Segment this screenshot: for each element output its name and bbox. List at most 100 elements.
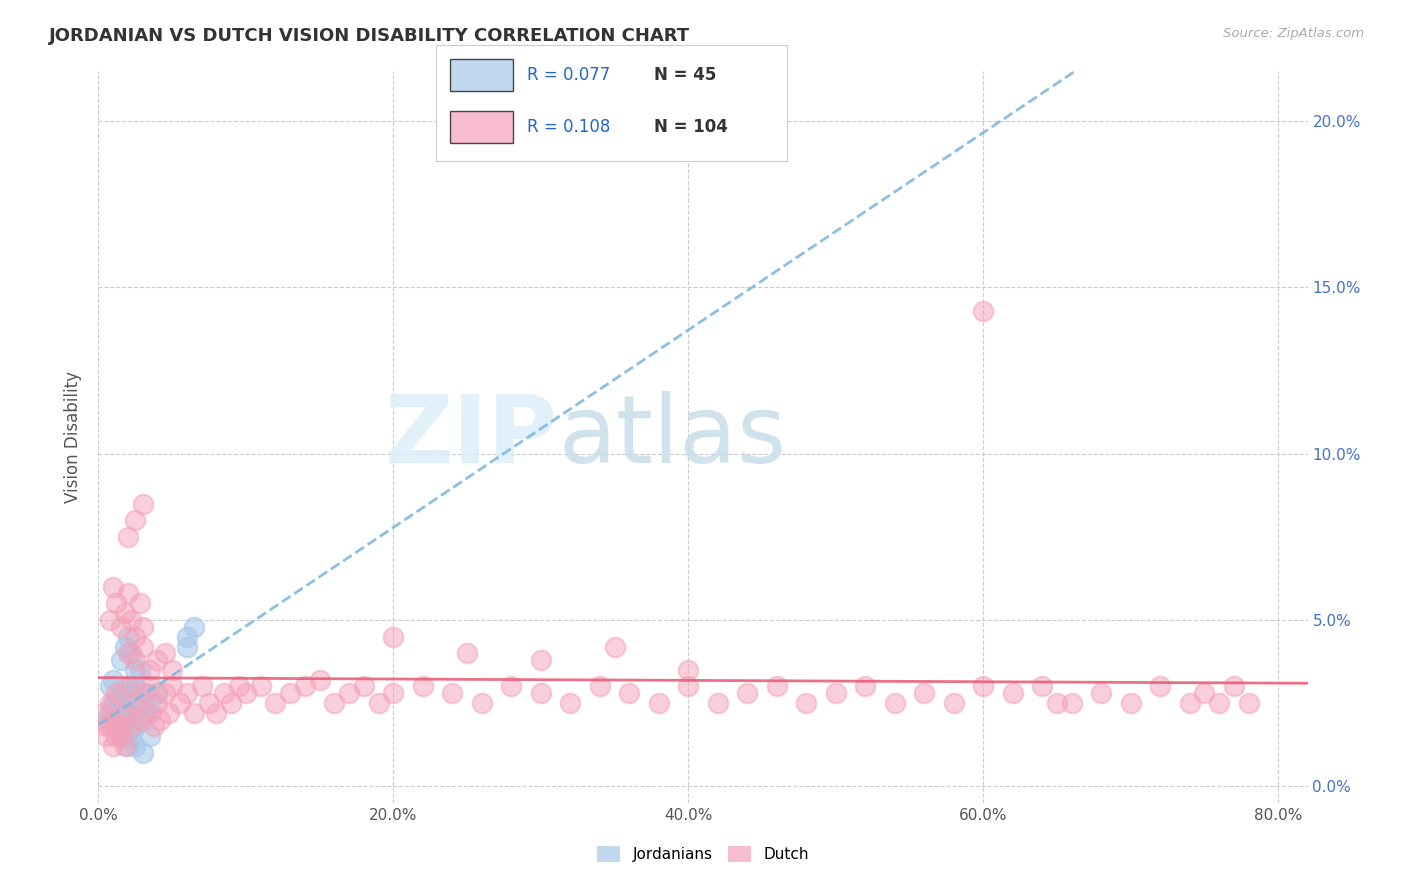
Point <box>794 696 817 710</box>
Point <box>131 640 153 654</box>
Point <box>765 680 787 694</box>
Point <box>176 640 198 654</box>
Point <box>110 729 132 743</box>
Point <box>98 706 121 720</box>
Point <box>124 653 146 667</box>
Point <box>114 719 136 733</box>
Point <box>183 706 205 720</box>
Point <box>110 619 132 633</box>
Point <box>228 680 250 694</box>
Point <box>117 706 139 720</box>
Point <box>735 686 758 700</box>
Point <box>131 497 153 511</box>
Point <box>205 706 228 720</box>
Point <box>1149 680 1171 694</box>
Text: Source: ZipAtlas.com: Source: ZipAtlas.com <box>1223 27 1364 40</box>
Point <box>131 686 153 700</box>
Point <box>117 630 139 644</box>
Y-axis label: Vision Disability: Vision Disability <box>65 371 83 503</box>
Point <box>153 646 176 660</box>
Point <box>471 696 494 710</box>
Point <box>117 530 139 544</box>
Point <box>972 680 994 694</box>
Point <box>441 686 464 700</box>
Point <box>139 706 162 720</box>
Point <box>101 739 124 754</box>
Point <box>160 680 183 694</box>
Point <box>678 680 700 694</box>
Point <box>117 646 139 660</box>
Point <box>124 696 146 710</box>
Point <box>412 680 434 694</box>
Point <box>264 696 287 710</box>
Point <box>308 673 330 687</box>
Point <box>128 596 150 610</box>
Point <box>294 680 316 694</box>
Point <box>972 303 994 318</box>
Point <box>1046 696 1069 710</box>
Point <box>110 653 132 667</box>
Point <box>131 746 153 760</box>
Point <box>160 663 183 677</box>
Point <box>143 719 166 733</box>
Point <box>120 729 142 743</box>
Point <box>1001 686 1024 700</box>
Text: atlas: atlas <box>558 391 786 483</box>
Point <box>131 619 153 633</box>
Point <box>117 739 139 754</box>
Point <box>120 613 142 627</box>
Point <box>1119 696 1142 710</box>
Point <box>1223 680 1246 694</box>
Point <box>105 719 128 733</box>
Point <box>124 739 146 754</box>
Point <box>94 719 117 733</box>
Point <box>589 680 612 694</box>
Point <box>176 686 198 700</box>
Point <box>98 613 121 627</box>
Point <box>824 686 846 700</box>
FancyBboxPatch shape <box>450 111 513 144</box>
Point <box>501 680 523 694</box>
Point <box>120 706 142 720</box>
Point <box>128 663 150 677</box>
Point <box>124 663 146 677</box>
Point <box>101 713 124 727</box>
Point <box>124 630 146 644</box>
Point <box>114 713 136 727</box>
Point <box>117 680 139 694</box>
Point <box>135 686 157 700</box>
Point <box>131 713 153 727</box>
Point <box>353 680 375 694</box>
Point <box>149 713 172 727</box>
Point <box>249 680 271 694</box>
Point <box>110 696 132 710</box>
Point <box>1060 696 1083 710</box>
Point <box>190 680 212 694</box>
Point <box>912 686 935 700</box>
Point <box>110 719 132 733</box>
Point <box>98 680 121 694</box>
Point <box>853 680 876 694</box>
Point <box>219 696 242 710</box>
Point <box>94 713 117 727</box>
Point <box>135 706 157 720</box>
Point <box>146 653 169 667</box>
Point <box>648 696 671 710</box>
Point <box>278 686 301 700</box>
Point <box>128 696 150 710</box>
Point <box>337 686 360 700</box>
Point <box>382 686 405 700</box>
Point <box>101 713 124 727</box>
Point <box>139 696 162 710</box>
Point <box>1208 696 1230 710</box>
Point <box>157 706 180 720</box>
Point <box>124 680 146 694</box>
Point <box>382 630 405 644</box>
Point <box>1194 686 1216 700</box>
Point <box>212 686 235 700</box>
Point <box>706 696 728 710</box>
Text: N = 104: N = 104 <box>654 118 728 136</box>
Point <box>94 729 117 743</box>
Point <box>139 663 162 677</box>
Point <box>1090 686 1112 700</box>
